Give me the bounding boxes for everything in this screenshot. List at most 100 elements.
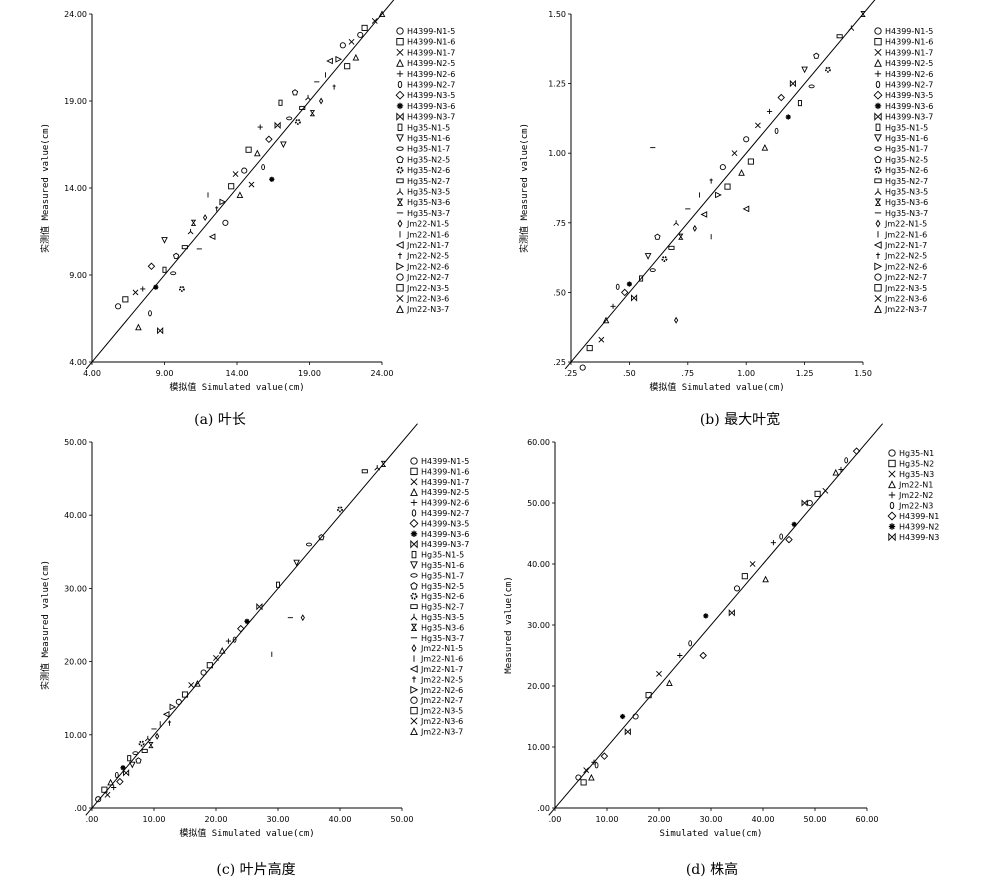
data-point [754,122,761,129]
legend-symbol [873,90,883,100]
legend-entry: Hg35-N3-5 [407,188,450,197]
data-point [733,585,741,592]
legend-entry: H4399-N2-7 [421,509,469,518]
reference-line [85,0,395,370]
x-axis-label: Simulated value(cm) [660,829,763,839]
data-point [838,466,844,473]
data-point [785,535,793,544]
legend-entry: Jm22-N2-5 [420,675,463,684]
legend-entry: Jm22-N1-5 [420,644,463,653]
reference-line [85,423,418,816]
data-point [620,713,626,720]
x-tick-label: .00 [86,815,99,824]
legend-symbol [410,685,419,694]
legend-entry: Hg35-N1-5 [421,551,464,560]
panel-caption: (b) 最大叶宽 [700,411,780,428]
chart-panel-1: 4.00 9.00 14.00 19.00 24.00 4.00 9.00 14.00 19.0… [39,0,455,428]
legend-symbol [874,48,882,56]
data-point [167,720,172,726]
legend-entry: H4399-N3-7 [421,540,469,549]
legend-entry: Hg35-N1-7 [407,145,450,154]
data-point [120,765,126,771]
y-tick-label: 40.00 [64,511,87,520]
data-point [157,326,164,335]
legend-entry: Jm22-N2-7 [884,273,927,282]
legend-entry: H4399-N3-7 [885,113,933,122]
data-point [237,624,245,633]
data-point [132,751,139,755]
data-point [579,364,586,371]
data-point [600,752,609,760]
data-point [162,266,167,273]
data-point [228,183,235,190]
data-point [278,99,283,106]
legend-entry: Jm22-N1-6 [406,230,449,239]
y-tick-label: 40.00 [527,560,550,569]
legend-symbol [395,241,404,249]
legend-entry: H4399-N3-5 [407,91,455,100]
legend-entry: Hg35-N3-7 [421,634,464,643]
legend-symbol [874,304,882,313]
legend-entry: Jm22-N1 [898,481,933,490]
data-point [378,10,386,18]
data-point [95,796,102,803]
data-point [261,164,265,171]
x-tick-label: 9.00 [156,369,174,378]
data-point [337,506,343,513]
data-point [624,728,631,736]
legend-entry: Jm22-N3-6 [406,295,449,304]
data-point [709,178,713,184]
legend-entry: Hg35-N3-5 [421,613,464,622]
legend-entry: Jm22-N1-7 [406,241,449,250]
legend-symbol [874,178,882,184]
legend-symbol [411,550,417,559]
data-point [747,158,754,165]
legend-entry: Jm22-N2 [898,491,933,500]
legend-entry: Hg35-N1-5 [885,123,928,132]
legend-entry: H4399-N2-7 [885,81,933,90]
legend-symbol [396,134,404,143]
x-tick-label: 30.00 [700,815,723,824]
legend-symbol [888,459,896,468]
legend-entry: Jm22-N1-5 [406,220,449,229]
legend-symbol [396,48,404,56]
panel-caption: (c) 叶片高度 [216,861,295,878]
data-point [208,233,216,241]
legend-symbol [888,491,896,499]
data-point [575,774,582,781]
data-point [232,171,239,177]
data-point [583,767,590,774]
data-point [128,761,136,769]
data-point [153,284,159,290]
legend-entry: Hg35-N3-6 [885,198,928,207]
data-point [777,93,785,102]
legend-symbol [410,478,418,486]
data-point [206,662,213,669]
data-point [738,169,745,176]
data-point [286,116,293,121]
data-point [218,647,226,654]
x-tick-label: 1.00 [737,369,755,378]
data-point [631,294,638,302]
data-point [741,573,748,580]
reference-line [548,423,883,816]
legend-symbol [874,273,882,281]
data-point [269,176,275,182]
data-point [661,256,668,262]
y-tick-label: 1.00 [548,149,566,158]
x-tick-label: 24.00 [371,369,394,378]
legend-symbol [410,561,418,570]
legend-symbol [397,80,403,89]
legend-symbol [874,112,882,121]
data-point [598,336,605,343]
legend-symbol [887,511,897,521]
legend-symbol [874,166,882,174]
data-point [678,233,684,240]
y-tick-label: 14.00 [64,184,87,193]
data-point [371,18,378,24]
legend-symbol [396,58,404,67]
x-axis-label: 模拟值 Simulated value(cm) [179,827,314,839]
legend-entry: Jm22-N3 [898,502,933,511]
data-point [135,757,142,764]
